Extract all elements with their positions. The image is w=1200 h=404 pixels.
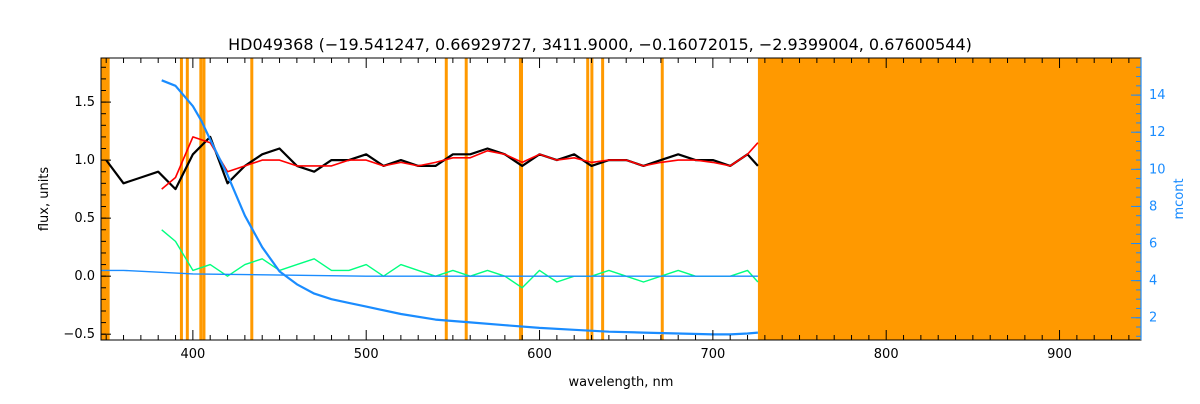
x-tick-label-4: 800 (874, 347, 899, 362)
x-tick-label-3: 700 (700, 347, 725, 362)
series-residual (161, 229, 759, 289)
masked-line-9 (586, 58, 590, 340)
masked-line-8 (520, 58, 524, 340)
masked-line-0 (179, 58, 183, 340)
series-baseline (101, 269, 758, 277)
y-right-tick-label-6: 14 (1149, 88, 1166, 103)
series-continuum (161, 79, 758, 336)
y-left-tick-label-2: 0.5 (74, 211, 95, 226)
chart-title: HD049368 (−19.541247, 0.66929727, 3411.9… (228, 35, 972, 54)
masked-line-3 (202, 58, 206, 340)
masked-line-10 (590, 58, 594, 340)
y-right-tick-label-5: 12 (1149, 125, 1166, 140)
y-right-tick-label-4: 10 (1149, 162, 1166, 177)
y-left-tick-label-4: 1.5 (74, 95, 95, 110)
masked-region (757, 58, 1141, 340)
x-tick-label-1: 500 (354, 347, 379, 362)
y-right-axis-label: mcont (1172, 178, 1187, 219)
y-right-tick-label-1: 4 (1149, 274, 1157, 289)
y-right-tick-label-3: 8 (1149, 199, 1157, 214)
x-axis-label: wavelength, nm (569, 375, 674, 390)
series-model (161, 136, 759, 190)
y-left-tick-label-0: −0.5 (63, 327, 95, 342)
masked-edge (101, 58, 110, 340)
y-right-tick-label-0: 2 (1149, 311, 1157, 326)
x-tick-label-2: 600 (527, 347, 552, 362)
masked-line-4 (250, 58, 254, 340)
masked-line-1 (185, 58, 189, 340)
masked-line-12 (660, 58, 664, 340)
masked-line-11 (601, 58, 605, 340)
masked-line-6 (464, 58, 468, 340)
y-left-tick-label-1: 0.0 (74, 269, 95, 284)
y-left-axis-label: flux, units (37, 167, 52, 232)
x-tick-label-0: 400 (180, 347, 205, 362)
masked-line-5 (444, 58, 448, 340)
y-left-tick-label-3: 1.0 (74, 153, 95, 168)
masked-line-2 (199, 58, 203, 340)
y-right-tick-label-2: 6 (1149, 237, 1157, 252)
x-tick-label-5: 900 (1047, 347, 1072, 362)
